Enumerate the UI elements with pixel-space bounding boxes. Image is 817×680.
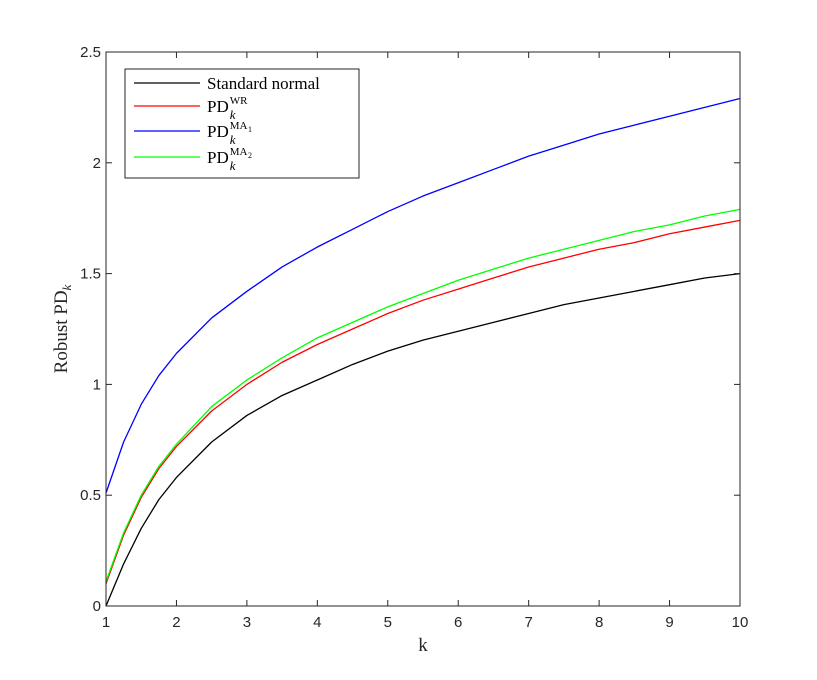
legend-subscript: k bbox=[230, 107, 236, 122]
legend-entry-2: PD WRk bbox=[207, 95, 248, 122]
x-tick-label: 6 bbox=[454, 614, 462, 631]
legend-superscript: MA bbox=[230, 146, 248, 158]
legend-superscript: MA bbox=[230, 120, 248, 132]
x-tick-label: 4 bbox=[313, 614, 321, 631]
legend-entry-3: PD MA 1 k bbox=[207, 120, 252, 147]
y-axis-title: Robust PDk bbox=[51, 284, 74, 373]
axes-box bbox=[105, 51, 741, 607]
series-line-2 bbox=[105, 219, 741, 585]
legend-superscript-index: 1 bbox=[248, 125, 252, 134]
x-tick-label: 7 bbox=[524, 614, 532, 631]
y-tick-label: 1 bbox=[93, 376, 101, 393]
y-tick-label: 2.5 bbox=[80, 44, 101, 61]
series-line-4 bbox=[105, 208, 741, 582]
x-tick-label: 2 bbox=[172, 614, 180, 631]
series-lines bbox=[105, 97, 741, 607]
x-tick-label: 1 bbox=[102, 614, 110, 631]
x-tick-label: 5 bbox=[384, 614, 392, 631]
legend-label: Standard normal bbox=[207, 74, 320, 93]
legend-entry-1: Standard normal bbox=[207, 74, 320, 93]
x-tick-label: 3 bbox=[243, 614, 251, 631]
legend-superscript: WR bbox=[230, 95, 248, 107]
x-tick-label: 10 bbox=[732, 614, 749, 631]
x-tick-label: 9 bbox=[665, 614, 673, 631]
legend-label: PD bbox=[207, 122, 229, 141]
legend-entry-4: PD MA 2 k bbox=[207, 146, 252, 173]
series-line-3 bbox=[105, 97, 741, 494]
legend-box bbox=[124, 68, 360, 179]
legend-superscript-index: 2 bbox=[248, 151, 252, 160]
y-axis-title-main: Robust PD bbox=[51, 290, 72, 373]
y-tick-label: 0.5 bbox=[80, 487, 101, 504]
y-axis-title-sub: k bbox=[59, 284, 74, 290]
legend-subscript: k bbox=[230, 132, 236, 147]
x-tick-label: 8 bbox=[595, 614, 603, 631]
y-tick-label: 1.5 bbox=[80, 266, 101, 283]
legend-subscript: k bbox=[230, 158, 236, 173]
y-tick-label: 0 bbox=[93, 598, 101, 615]
series-line-1 bbox=[105, 272, 741, 607]
x-axis-title: k bbox=[418, 635, 428, 656]
legend-label: PD bbox=[207, 97, 229, 116]
legend-label: PD bbox=[207, 148, 229, 167]
y-tick-label: 2 bbox=[93, 155, 101, 172]
